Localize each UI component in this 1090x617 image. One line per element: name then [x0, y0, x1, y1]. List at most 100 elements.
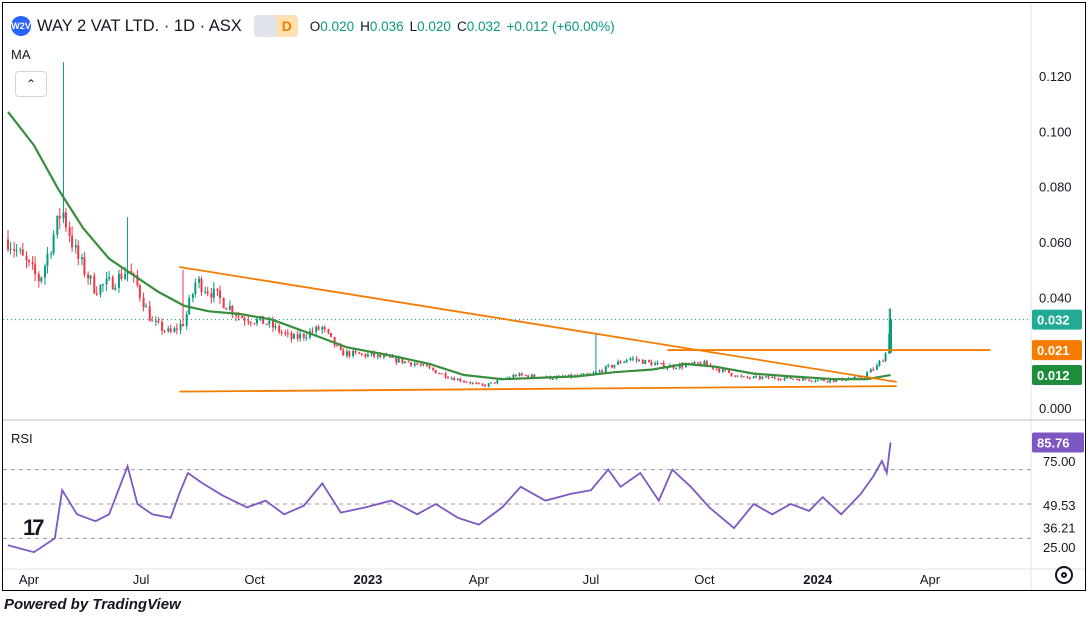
candle-body [124, 274, 127, 279]
time-axis-label: Oct [694, 572, 715, 587]
chart-frame: 0.120 0.100 0.080 0.060 0.040 0.000 75.00 49.53… [2, 2, 1086, 591]
candle-body [27, 260, 30, 263]
candle-body [758, 376, 761, 379]
time-axis-label: 2023 [353, 572, 382, 587]
candle-body [299, 333, 302, 339]
candle-body [773, 377, 776, 379]
candle-body [255, 319, 258, 324]
ohlc-high-value: 0.036 [369, 18, 404, 34]
candle-body [490, 382, 493, 384]
candle-body [366, 354, 369, 357]
candle-body [804, 378, 807, 380]
candle-body [231, 306, 234, 315]
candle-body [792, 378, 795, 380]
candle-body [715, 368, 718, 370]
candle-body [77, 245, 80, 259]
candle-body [829, 379, 832, 383]
candle-body [339, 345, 342, 350]
candle-body [533, 374, 536, 377]
candle-body [154, 320, 157, 322]
candle-body [216, 288, 219, 291]
candle-body [527, 375, 530, 378]
candle-body [483, 385, 486, 387]
candle-body [204, 291, 207, 293]
candle-body [210, 293, 213, 298]
candle-body [487, 383, 490, 387]
candle-body [87, 274, 90, 279]
candle-body [635, 358, 638, 361]
candle-body [329, 332, 332, 337]
price-axis-tick: 0.080 [1039, 180, 1072, 195]
candle-body [222, 298, 225, 308]
candle-body [705, 361, 708, 366]
candle-body [56, 215, 59, 235]
rsi-axis-tick: 36.21 [1043, 521, 1076, 536]
candle-body [64, 212, 67, 228]
candle-body [290, 333, 293, 339]
interval-badge[interactable]: D [253, 15, 298, 37]
candle-body [274, 325, 277, 328]
ohlc-high-label: H [360, 18, 370, 34]
candle-body [142, 297, 145, 308]
candle-body [161, 321, 164, 331]
candle-body [594, 371, 597, 374]
candle-body [518, 373, 521, 377]
price-tag-box [1032, 365, 1082, 385]
candle-body [410, 362, 413, 366]
candle-body [666, 367, 669, 369]
ma-indicator-label[interactable]: MA [11, 47, 31, 62]
candle-body [101, 284, 104, 286]
candle-body [46, 253, 49, 267]
candle-body [644, 360, 647, 364]
candle-body [789, 376, 792, 379]
candle-body [200, 278, 203, 293]
candle-body [777, 378, 780, 380]
rsi-indicator-label[interactable]: RSI [11, 431, 33, 446]
candle-body [148, 306, 151, 321]
symbol-title[interactable]: WAY 2 VAT LTD. · 1D · ASX [37, 16, 242, 35]
ohlc-low-label: L [409, 18, 418, 34]
last-candle-body [888, 319, 892, 353]
collapse-indicators-button[interactable]: ⌃ [15, 71, 47, 97]
candle-body [530, 374, 533, 378]
candle-body [604, 366, 607, 373]
candle-body [463, 381, 466, 383]
candle-body [610, 365, 613, 368]
trendline-2 [179, 385, 897, 393]
candle-body [126, 270, 129, 275]
candle-body [389, 355, 392, 358]
candle-body [471, 382, 474, 384]
time-axis-label: Oct [244, 572, 265, 587]
candle-body [761, 376, 764, 379]
candle-body [225, 307, 228, 310]
candle-body [771, 377, 774, 379]
price-axis-tick: 0.120 [1039, 69, 1072, 84]
symbol-logo[interactable]: W2V [11, 16, 31, 36]
candle-body [623, 361, 626, 363]
candle-body [74, 245, 77, 248]
price-axis-tick: 0.100 [1039, 124, 1072, 139]
candle-body [795, 378, 798, 380]
settings-gear-icon[interactable] [1055, 566, 1073, 584]
candle-body [875, 365, 878, 370]
candle-body [136, 275, 139, 286]
candle-body [845, 380, 848, 382]
ohlc-readout: O0.020 H0.036 L0.020 C0.032 +0.012 (+60.00%) [310, 19, 621, 34]
candle-body [271, 320, 274, 328]
candle-body [801, 378, 804, 381]
candle-body [641, 359, 644, 364]
price-chart[interactable]: 0.120 0.100 0.080 0.060 0.040 0.000 75.00 49.53… [3, 3, 1086, 591]
candle-body [265, 323, 268, 325]
tradingview-logo-icon[interactable]: 17 [23, 515, 45, 540]
candle-body [342, 349, 345, 356]
candle-body [173, 328, 176, 332]
candle-body [551, 378, 554, 380]
candle-body [50, 253, 53, 255]
candle-body [413, 363, 416, 366]
candle-body [755, 376, 758, 378]
candle-body [179, 324, 182, 330]
ohlc-close-value: 0.032 [466, 18, 501, 34]
candle-body [607, 365, 610, 367]
candle-body [740, 375, 743, 377]
footer-credit: Powered by TradingView [4, 596, 181, 613]
